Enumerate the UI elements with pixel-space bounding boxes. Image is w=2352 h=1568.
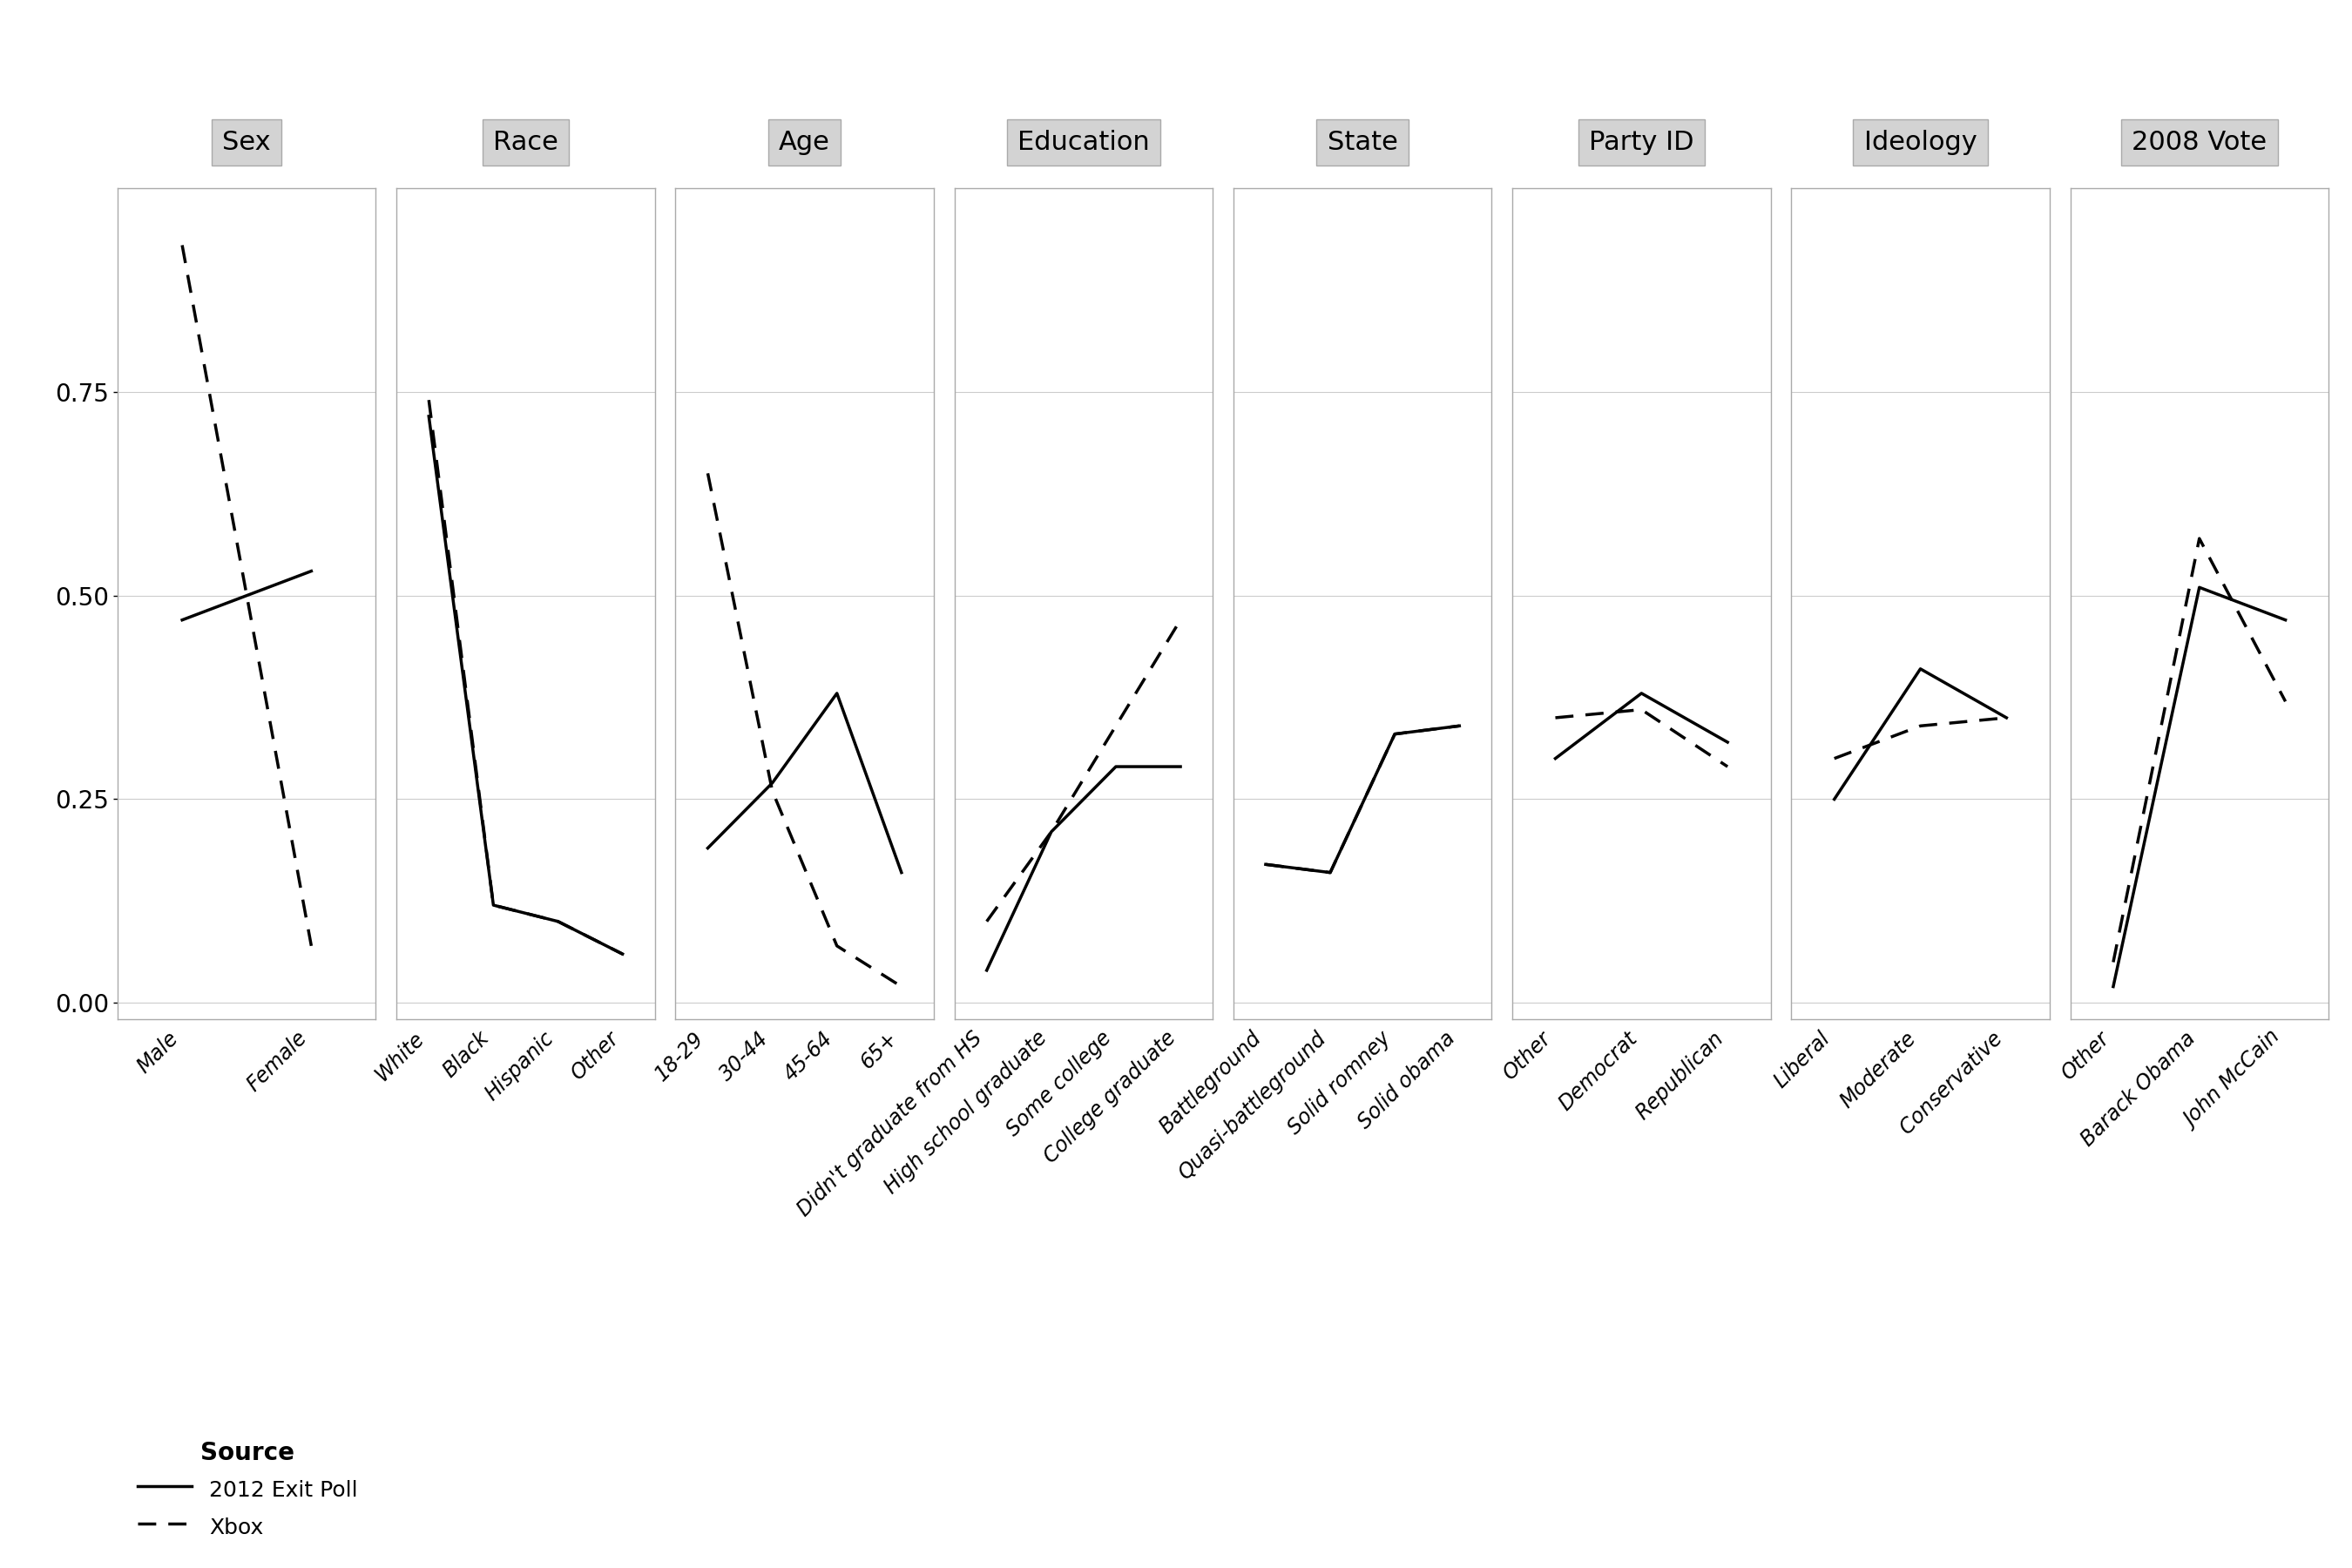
Text: Race: Race bbox=[494, 130, 557, 155]
Legend: 2012 Exit Poll, Xbox: 2012 Exit Poll, Xbox bbox=[129, 1432, 367, 1549]
Text: State: State bbox=[1327, 130, 1397, 155]
Text: 2008 Vote: 2008 Vote bbox=[2131, 130, 2267, 155]
Text: Sex: Sex bbox=[223, 130, 270, 155]
Text: Education: Education bbox=[1018, 130, 1150, 155]
Text: Age: Age bbox=[779, 130, 830, 155]
Text: Ideology: Ideology bbox=[1863, 130, 1978, 155]
Text: Party ID: Party ID bbox=[1590, 130, 1693, 155]
